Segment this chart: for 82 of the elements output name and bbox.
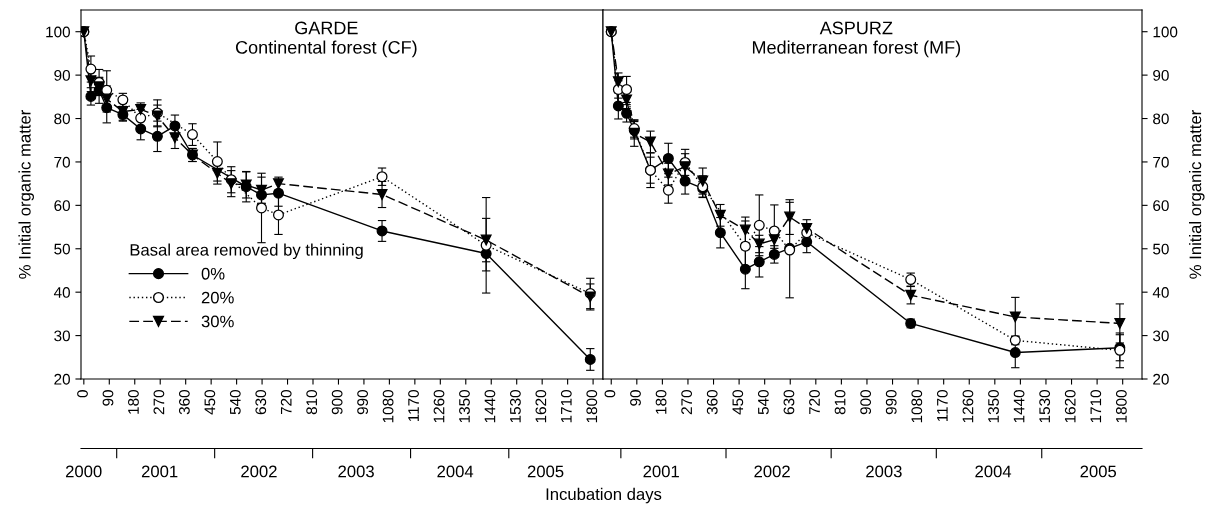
text: Mediterranean forest (MF) (752, 40, 961, 58)
x-tick-label: 360 (178, 390, 190, 415)
x-tick-label: 1440 (1013, 390, 1025, 423)
x-tick-label: 1080 (382, 390, 394, 423)
y-axis-title: % Initial organic matter (18, 110, 34, 279)
x-tick-label: 720 (280, 390, 292, 415)
x-tick-label: 270 (681, 390, 693, 415)
x-tick-label: 1800 (586, 390, 598, 423)
x-tick-label: 1170 (408, 390, 419, 422)
y2-tick-label: 50 (1153, 243, 1169, 255)
y-tick-label: 90 (54, 69, 70, 81)
y-tick-label: 30 (54, 330, 70, 342)
chart-title: GARDE (295, 21, 358, 35)
x-tick-label: 630 (255, 390, 267, 415)
x-tick-label: 1530 (509, 390, 521, 423)
y-tick-label: 20 (54, 373, 70, 385)
x-tick-label: 1620 (1064, 390, 1076, 423)
x-tick-label: 1710 (1090, 390, 1102, 423)
x-tick-label: 360 (706, 390, 718, 415)
y-tick-label: 40 (53, 287, 70, 298)
y2-tick-label: 60 (1153, 200, 1169, 212)
y2-axis-title: % Initial organic matter (1189, 110, 1205, 279)
x-tick-label: 630 (783, 390, 795, 415)
y-tick-label: 50 (54, 243, 70, 255)
x-tick-label: 1260 (433, 390, 445, 423)
x-axis-title: Incubation days (546, 487, 662, 504)
x-tick-label: 90 (102, 390, 114, 406)
x2-tick-label: 2003 (866, 465, 902, 478)
legend-label: 0% (201, 267, 225, 280)
x-tick-label: 450 (732, 390, 744, 415)
x2-tick-label: 2001 (141, 465, 178, 478)
x-tick-label: 810 (834, 390, 846, 415)
y2-tick-label: 30 (1153, 330, 1169, 342)
x-tick-label: 1440 (484, 390, 496, 423)
text: Continental forest (CF) (235, 40, 417, 58)
y2-tick-label: 80 (1153, 113, 1169, 125)
x-tick-label: 1710 (560, 390, 572, 423)
x2-tick-label: 2000 (65, 465, 102, 478)
x-tick-label: 90 (630, 390, 641, 406)
y-tick-label: 100 (46, 26, 70, 38)
y2-tick-label: 100 (1153, 26, 1178, 38)
x2-tick-label: 2001 (643, 465, 679, 478)
x-tick-label: 0 (604, 390, 616, 398)
x-tick-label: 900 (331, 390, 343, 415)
y2-tick-label: 40 (1152, 287, 1169, 298)
x-tick-label: 1620 (535, 390, 547, 423)
y2-tick-label: 90 (1153, 69, 1169, 81)
x-tick-label: 1170 (936, 390, 948, 422)
x-tick-label: 540 (229, 390, 241, 415)
legend-label: 30% (201, 315, 234, 328)
x-tick-label: 270 (153, 390, 165, 415)
x2-tick-label: 2004 (437, 465, 474, 478)
x-tick-label: 1800 (1115, 390, 1127, 423)
y2-tick-label: 20 (1153, 373, 1169, 385)
x-tick-label: 180 (655, 390, 667, 414)
x2-tick-label: 2005 (1080, 465, 1117, 478)
x-tick-label: 1350 (988, 390, 999, 423)
x2-tick-label: 2002 (754, 465, 790, 478)
x2-tick-label: 2005 (527, 465, 564, 478)
x-tick-label: 450 (204, 390, 216, 415)
x-tick-label: 990 (357, 390, 369, 415)
chart-title: ASPURZ (819, 21, 893, 35)
y-tick-label: 60 (54, 200, 70, 212)
x2-tick-label: 2002 (241, 465, 277, 478)
y-tick-label: 80 (54, 113, 70, 125)
x2-tick-label: 2004 (975, 465, 1012, 478)
x-tick-label: 1080 (911, 390, 923, 423)
y2-tick-label: 70 (1153, 156, 1169, 168)
legend-label: 20% (201, 291, 234, 304)
y-tick-label: 70 (54, 156, 70, 168)
legend-title: Basal area removed by thinning (130, 243, 363, 260)
x-tick-label: 1530 (1039, 390, 1051, 423)
x-tick-label: 900 (860, 390, 872, 415)
x-tick-label: 180 (128, 390, 139, 414)
x2-tick-label: 2003 (338, 465, 374, 478)
x-tick-label: 0 (77, 390, 88, 398)
x-tick-label: 540 (757, 390, 769, 415)
x-tick-label: 1350 (459, 390, 470, 423)
x-tick-label: 720 (809, 390, 820, 415)
x-tick-label: 990 (885, 390, 897, 415)
x-tick-label: 810 (306, 390, 318, 415)
x-tick-label: 1260 (962, 390, 974, 423)
